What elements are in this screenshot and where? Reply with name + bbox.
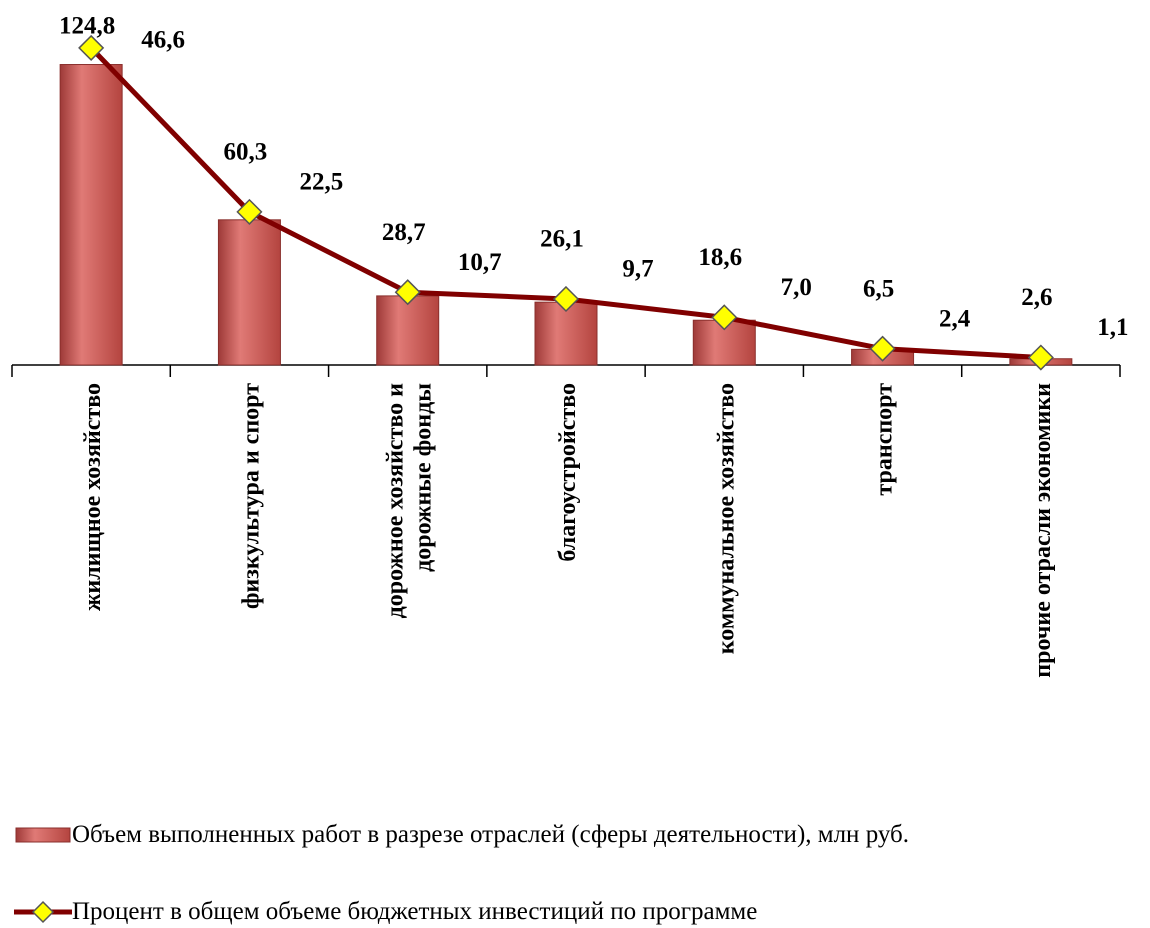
legend-swatch <box>15 827 71 843</box>
bar <box>534 301 598 366</box>
bar <box>59 64 123 366</box>
bar-value-label: 124,8 <box>59 13 115 40</box>
bar-value-label: 28,7 <box>382 219 426 246</box>
bar-value-label: 18,6 <box>698 244 742 271</box>
line-value-label: 46,6 <box>141 27 185 54</box>
legend-swatch <box>14 900 72 924</box>
legend-label: Объем выполненных работ в разрезе отрасл… <box>72 821 909 848</box>
x-tick-label: транспорт <box>871 383 898 496</box>
line-value-label: 2,4 <box>939 305 971 332</box>
line-marker <box>1027 344 1054 371</box>
line-value-label: 9,7 <box>622 256 653 283</box>
x-tick-label: жилищное хозяйство <box>80 383 107 612</box>
line-marker <box>869 335 896 362</box>
bar-value-label: 26,1 <box>540 226 584 253</box>
line-marker <box>711 304 738 331</box>
line-marker <box>78 34 105 61</box>
legend-swatch-bar <box>15 827 71 843</box>
bar-value-label: 2,6 <box>1021 284 1052 311</box>
x-tick-label: физкультура и спорт <box>238 383 265 610</box>
bar <box>376 295 440 366</box>
bar-value-label: 6,5 <box>863 275 894 302</box>
legend-item: Объем выполненных работ в разрезе отрасл… <box>14 817 909 853</box>
x-tick-label: коммунальное хозяйство <box>713 383 740 655</box>
line-value-label: 10,7 <box>458 249 502 276</box>
line-value-label: 1,1 <box>1097 314 1128 341</box>
x-tick-label: прочие отрасли экономики <box>1029 383 1056 678</box>
bar <box>217 219 281 366</box>
line-marker <box>394 279 421 306</box>
line-marker <box>236 198 263 225</box>
x-tick-label: дорожное хозяйство и дорожные фонды <box>382 383 437 619</box>
line-value-label: 22,5 <box>300 169 344 196</box>
x-tick-label: благоустройство <box>555 383 581 562</box>
line-marker <box>552 285 580 313</box>
line-value-label: 7,0 <box>781 274 812 301</box>
bar-value-label: 60,3 <box>224 139 268 166</box>
legend-swatch-marker <box>31 900 55 924</box>
legend-label: Процент в общем объеме бюджетных инвести… <box>72 898 758 925</box>
legend-item: Процент в общем объеме бюджетных инвести… <box>14 894 757 928</box>
